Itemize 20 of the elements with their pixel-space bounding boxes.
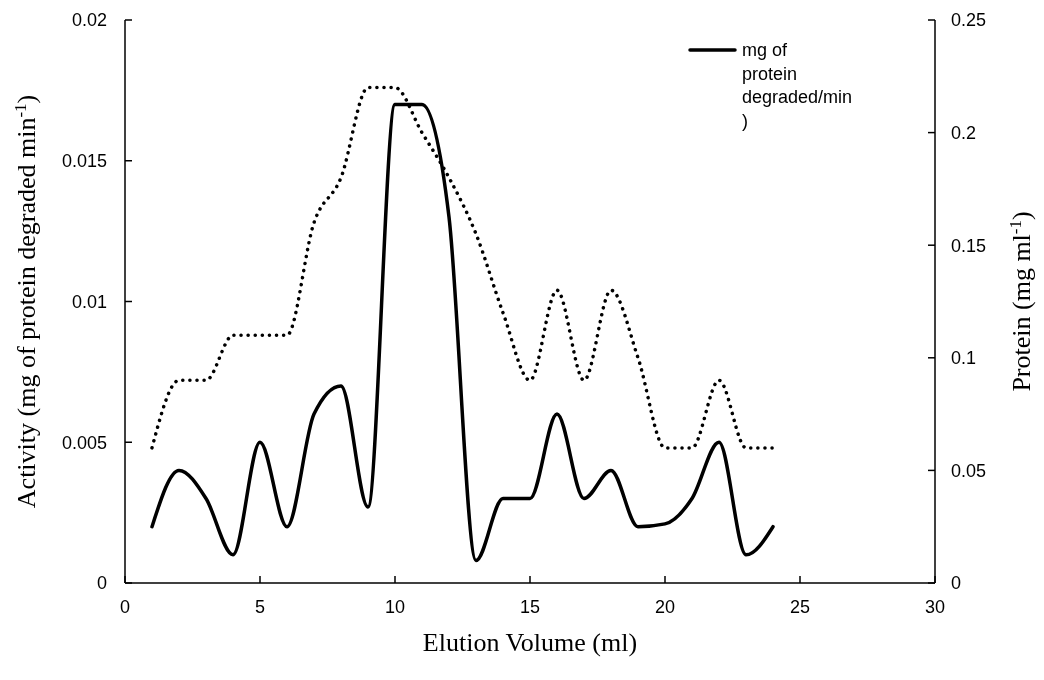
y2-tick-label: 0.25 xyxy=(951,10,987,31)
y-tick-label: 0.01 xyxy=(71,291,107,312)
x-axis-title: Elution Volume (ml) xyxy=(422,628,638,657)
x-tick-label: 30 xyxy=(924,597,946,617)
y2-tick-label: 0.15 xyxy=(951,235,987,256)
y2-tick-label: 0.05 xyxy=(951,460,987,481)
x-tick-label: 25 xyxy=(789,597,811,617)
y-tick-label: 0.005 xyxy=(61,432,107,453)
x-tick-label: 20 xyxy=(654,597,676,617)
x-tick-label: 15 xyxy=(519,597,541,617)
y2-tick-label: 0.2 xyxy=(951,122,977,143)
y2-tick-label: 0 xyxy=(951,573,962,594)
x-tick-label: 0 xyxy=(119,597,131,617)
y2-tick-label: 0.1 xyxy=(951,348,977,369)
y-tick-label: 0 xyxy=(96,573,107,594)
y-tick-label: 0.02 xyxy=(71,10,107,31)
x-tick-label: 10 xyxy=(384,597,406,617)
legend-label: mg of protein degraded/min) xyxy=(742,40,853,131)
x-tick-label: 5 xyxy=(254,597,266,617)
y-tick-label: 0.015 xyxy=(61,151,107,172)
